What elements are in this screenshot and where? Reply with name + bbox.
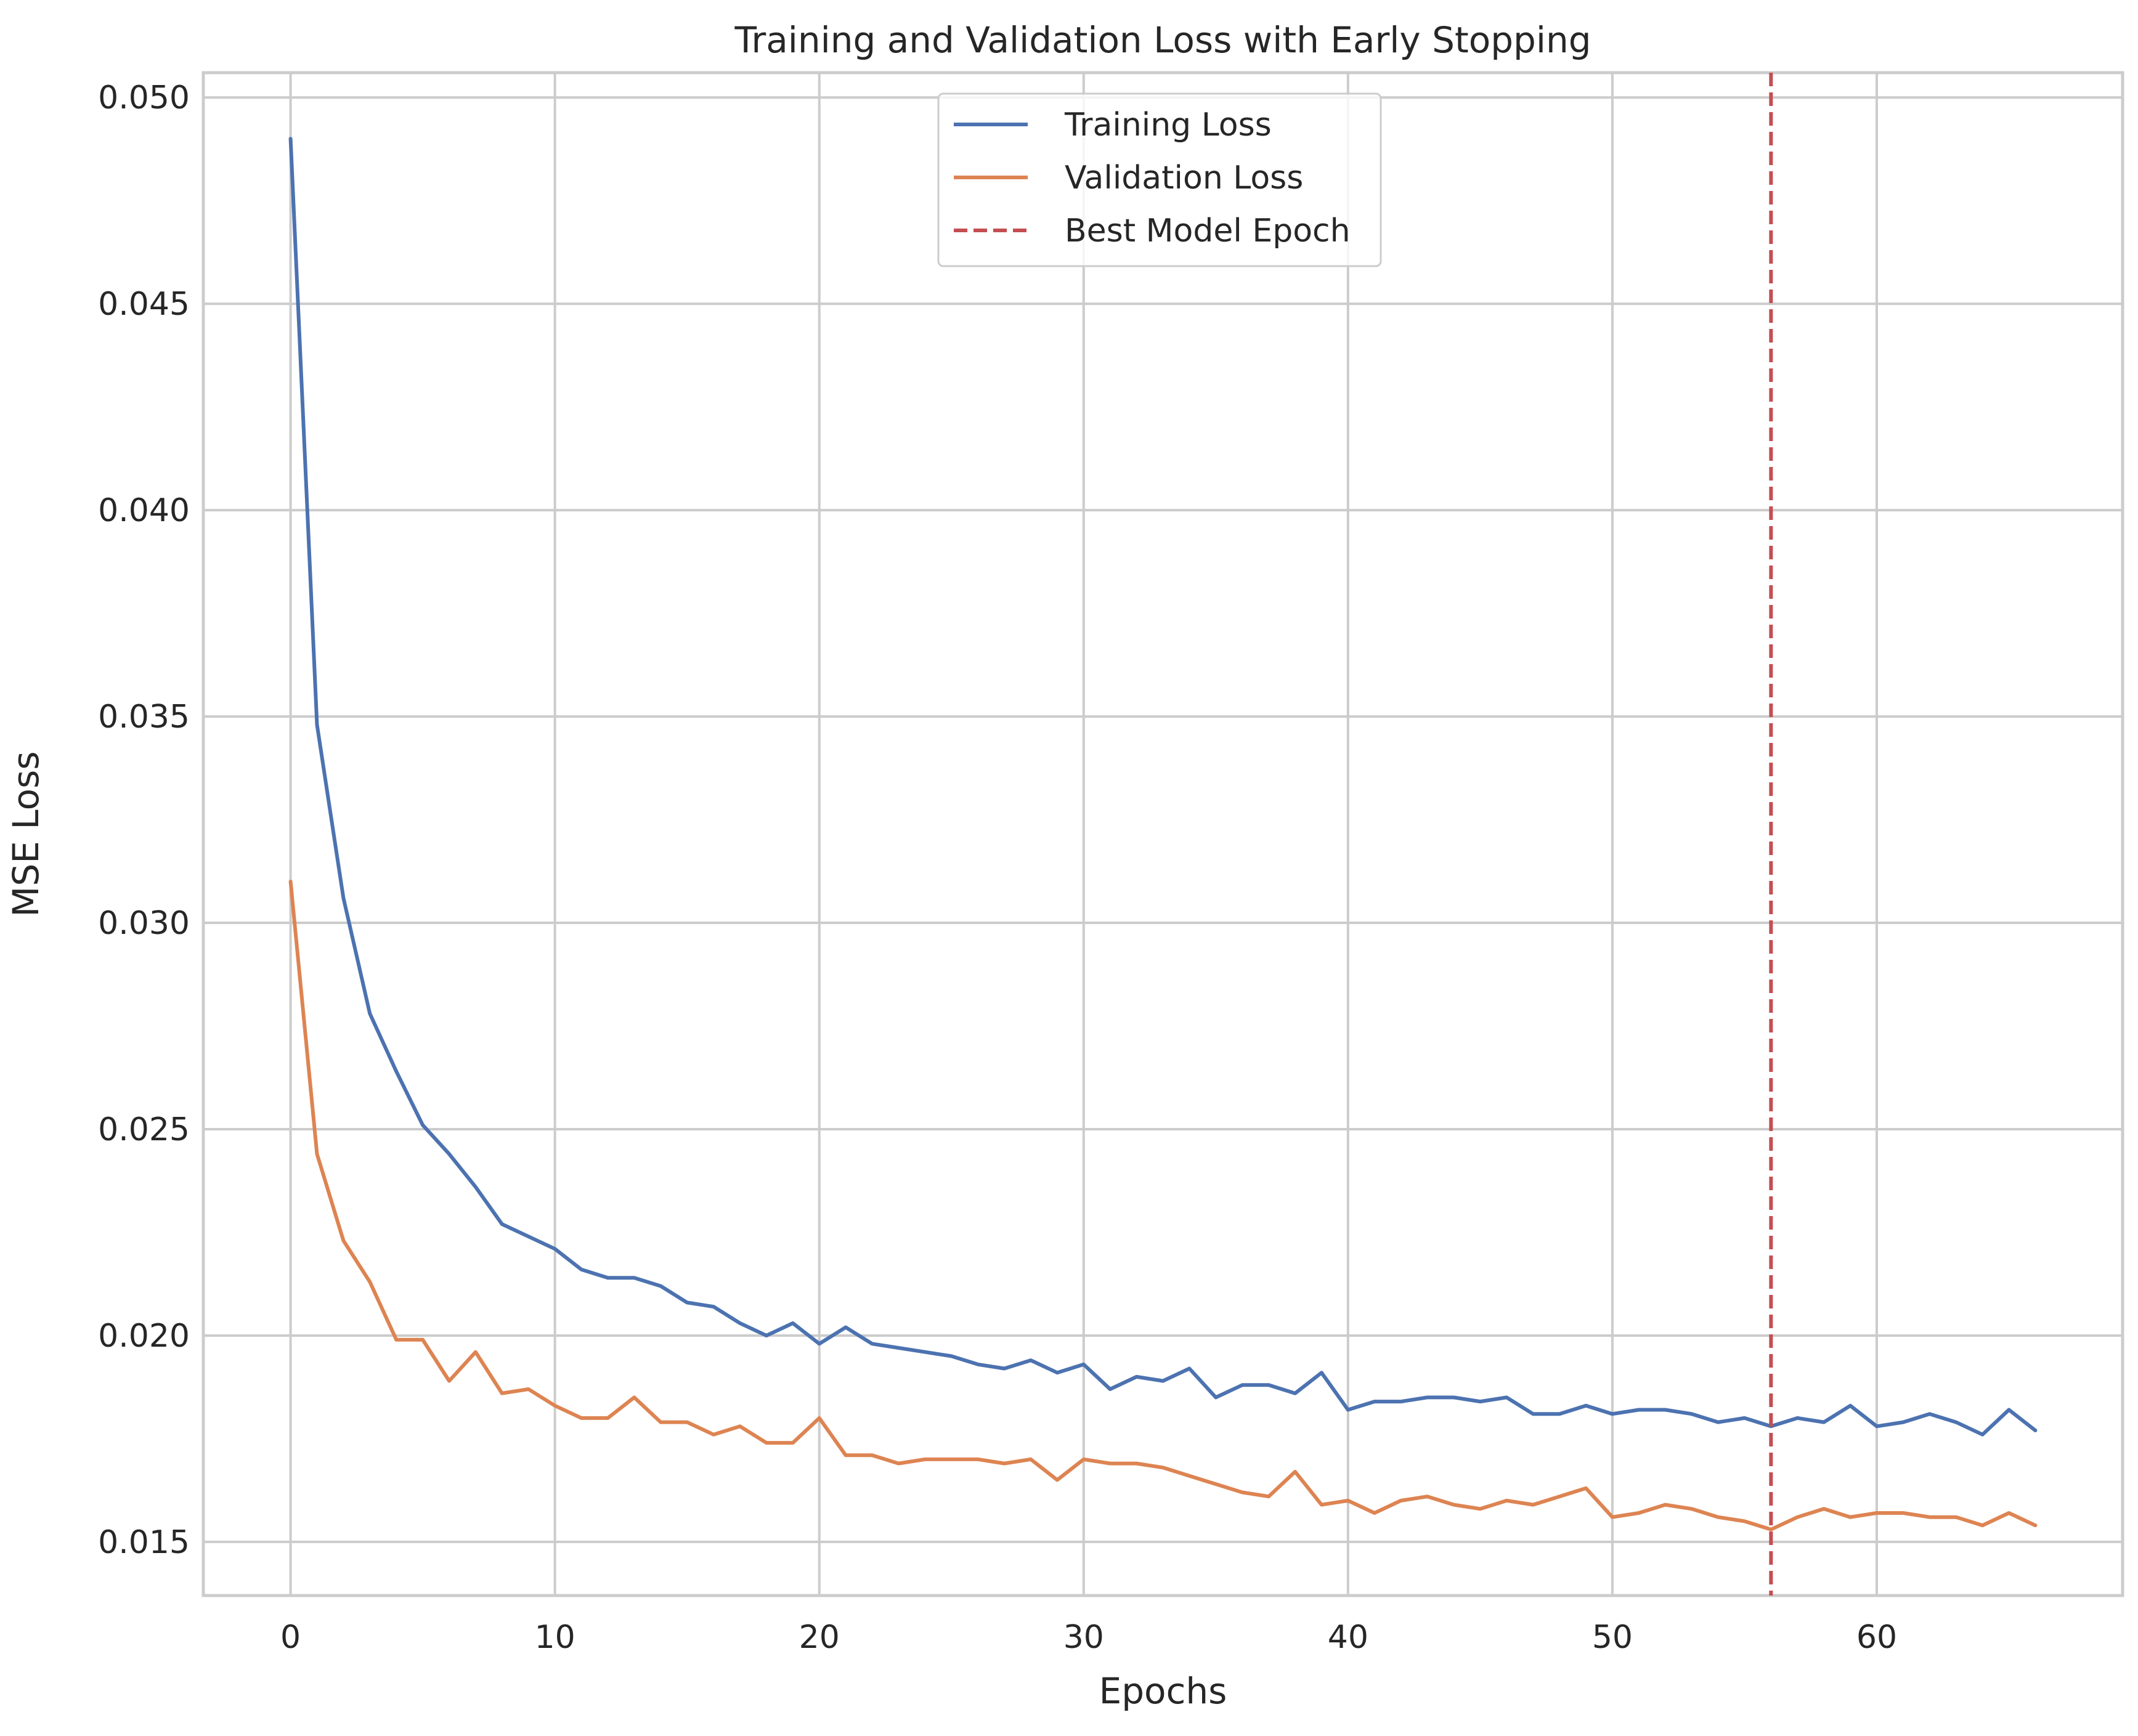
legend-label: Best Model Epoch (1065, 213, 1351, 249)
y-tick-label: 0.020 (98, 1318, 190, 1355)
y-tick-label: 0.015 (98, 1524, 190, 1561)
x-tick-label: 20 (799, 1619, 840, 1656)
y-tick-label: 0.035 (98, 699, 190, 736)
y-tick-label: 0.050 (98, 79, 190, 116)
x-tick-label: 60 (1856, 1619, 1897, 1656)
legend-box (937, 92, 1382, 267)
y-tick-labels: 0.015 0.020 0.025 0.030 0.035 0.040 0.045 0.050 (98, 79, 190, 1561)
x-axis-label: Epochs (1099, 1670, 1227, 1712)
legend-label: Training Loss (1064, 107, 1272, 144)
x-tick-label: 10 (535, 1619, 575, 1656)
series-lines (288, 73, 2038, 1596)
y-tick-label: 0.030 (98, 905, 190, 942)
series-line-validation-loss (288, 880, 2038, 1531)
series-line-training-loss (288, 137, 2038, 1437)
x-tick-label: 50 (1592, 1619, 1633, 1656)
x-tick-labels: 0 10 20 30 40 50 60 (280, 1619, 1897, 1656)
x-tick-label: 40 (1328, 1619, 1368, 1656)
y-tick-label: 0.025 (98, 1111, 190, 1148)
y-tick-label: 0.045 (98, 286, 190, 323)
plot-frame (201, 71, 2124, 1597)
chart-title: Training and Validation Loss with Early … (734, 19, 1591, 61)
x-tick-label: 30 (1063, 1619, 1104, 1656)
legend: Training Loss Validation Loss Best Model E… (937, 92, 1382, 267)
y-axis-label: MSE Loss (5, 751, 47, 917)
y-tick-label: 0.040 (98, 492, 190, 529)
x-tick-label: 0 (280, 1619, 301, 1656)
legend-label: Validation Loss (1065, 160, 1303, 197)
